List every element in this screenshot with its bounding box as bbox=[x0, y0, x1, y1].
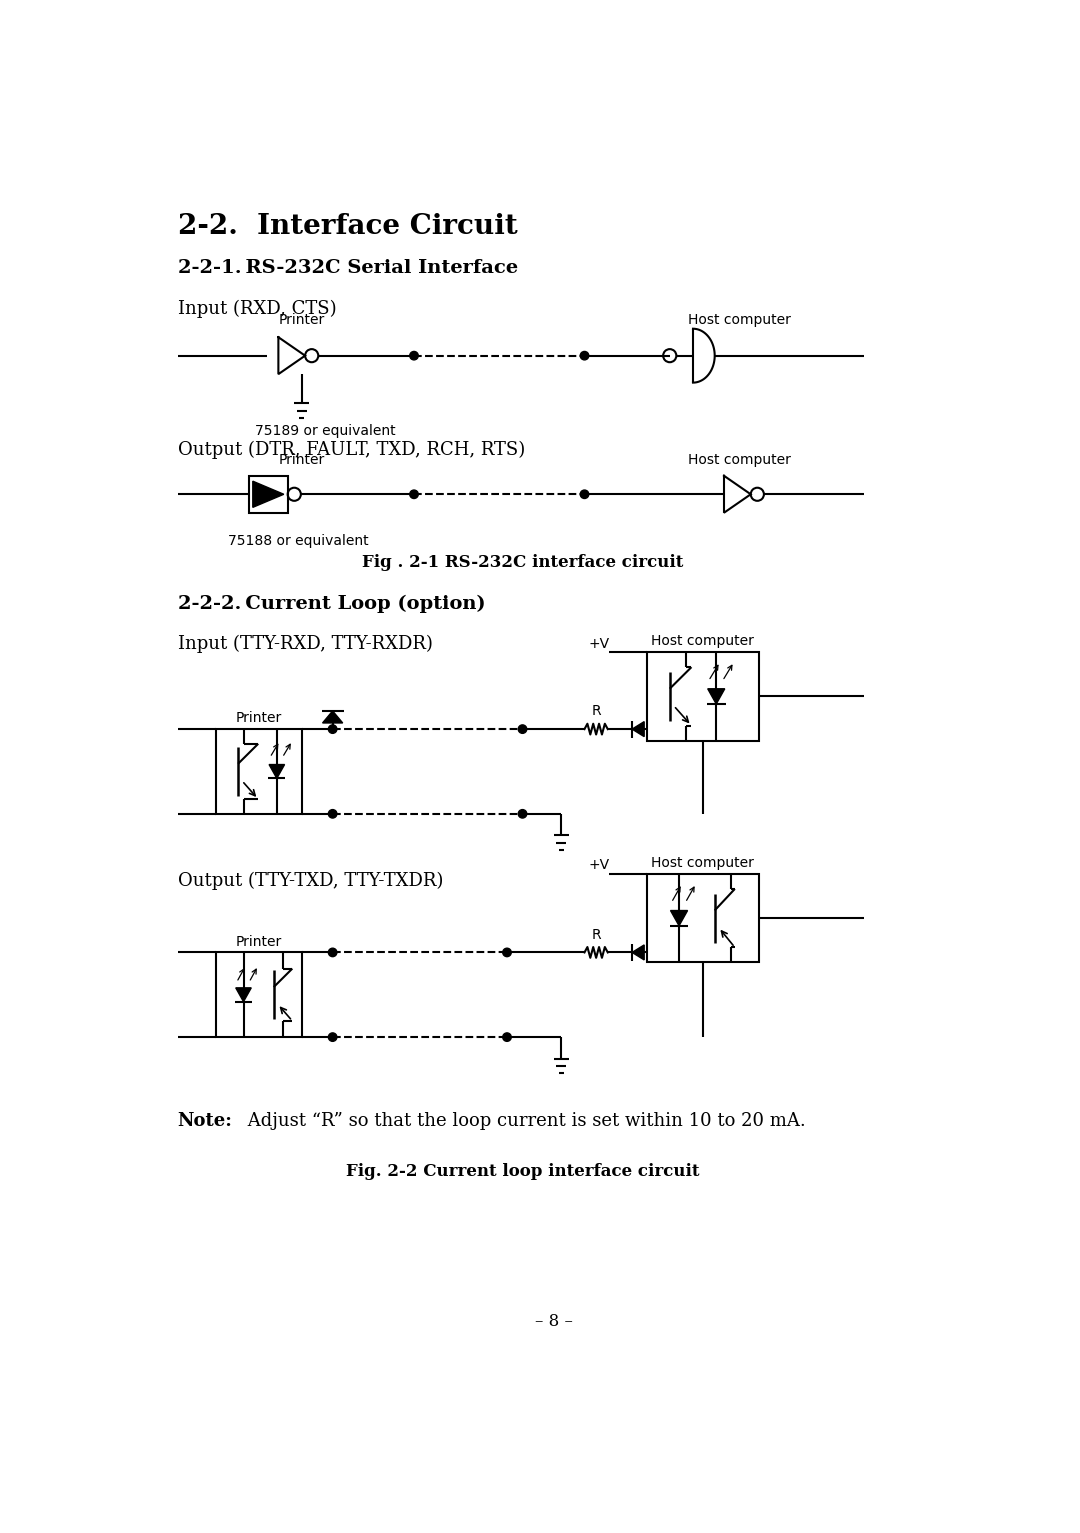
Text: +V: +V bbox=[589, 636, 609, 650]
Circle shape bbox=[328, 725, 337, 733]
Polygon shape bbox=[632, 722, 644, 737]
Circle shape bbox=[328, 1033, 337, 1041]
Text: Host computer: Host computer bbox=[651, 635, 754, 648]
Text: Fig . 2-1 RS-232C interface circuit: Fig . 2-1 RS-232C interface circuit bbox=[362, 555, 684, 572]
Circle shape bbox=[328, 809, 337, 819]
Text: R: R bbox=[592, 704, 600, 719]
Text: Printer: Printer bbox=[279, 454, 325, 468]
Circle shape bbox=[518, 809, 527, 819]
Circle shape bbox=[409, 351, 418, 360]
Circle shape bbox=[328, 949, 337, 957]
Polygon shape bbox=[671, 911, 688, 926]
Text: Input (TTY-RXD, TTY-RXDR): Input (TTY-RXD, TTY-RXDR) bbox=[177, 635, 432, 653]
Text: Printer: Printer bbox=[235, 711, 282, 725]
Polygon shape bbox=[323, 711, 342, 724]
Circle shape bbox=[580, 491, 589, 498]
Text: Fig. 2-2 Current loop interface circuit: Fig. 2-2 Current loop interface circuit bbox=[346, 1162, 699, 1179]
Bar bbox=[216, 952, 301, 1038]
Text: 75188 or equivalent: 75188 or equivalent bbox=[228, 535, 368, 549]
Text: Printer: Printer bbox=[279, 313, 325, 327]
Polygon shape bbox=[632, 944, 644, 960]
Circle shape bbox=[502, 1033, 511, 1041]
Circle shape bbox=[518, 725, 527, 733]
Polygon shape bbox=[235, 987, 252, 1001]
Polygon shape bbox=[253, 481, 284, 507]
Circle shape bbox=[409, 491, 418, 498]
Polygon shape bbox=[707, 688, 725, 704]
Bar bbox=[216, 730, 301, 814]
Bar bbox=[248, 475, 287, 512]
Text: Host computer: Host computer bbox=[651, 855, 754, 871]
Text: Printer: Printer bbox=[235, 935, 282, 949]
Text: 2-2.  Interface Circuit: 2-2. Interface Circuit bbox=[177, 213, 517, 241]
Text: R: R bbox=[592, 927, 600, 941]
Bar bbox=[647, 652, 759, 740]
Text: – 8 –: – 8 – bbox=[535, 1312, 572, 1329]
Bar bbox=[647, 874, 759, 963]
Circle shape bbox=[580, 351, 589, 360]
Text: 2-2-1. RS-232C Serial Interface: 2-2-1. RS-232C Serial Interface bbox=[177, 259, 517, 277]
Text: Host computer: Host computer bbox=[688, 454, 791, 468]
Text: Note:: Note: bbox=[177, 1111, 232, 1130]
Circle shape bbox=[502, 949, 511, 957]
Text: +V: +V bbox=[589, 858, 609, 872]
Polygon shape bbox=[269, 765, 284, 779]
Text: Host computer: Host computer bbox=[688, 313, 791, 327]
Text: Output (DTR, FAULT, TXD, RCH, RTS): Output (DTR, FAULT, TXD, RCH, RTS) bbox=[177, 440, 525, 458]
Text: 75189 or equivalent: 75189 or equivalent bbox=[255, 425, 395, 438]
Text: 2-2-2. Current Loop (option): 2-2-2. Current Loop (option) bbox=[177, 595, 485, 613]
Text: Output (TTY-TXD, TTY-TXDR): Output (TTY-TXD, TTY-TXDR) bbox=[177, 872, 443, 889]
Text: Input (RXD, CTS): Input (RXD, CTS) bbox=[177, 300, 336, 319]
Text: Adjust “R” so that the loop current is set within 10 to 20 mA.: Adjust “R” so that the loop current is s… bbox=[242, 1111, 806, 1130]
